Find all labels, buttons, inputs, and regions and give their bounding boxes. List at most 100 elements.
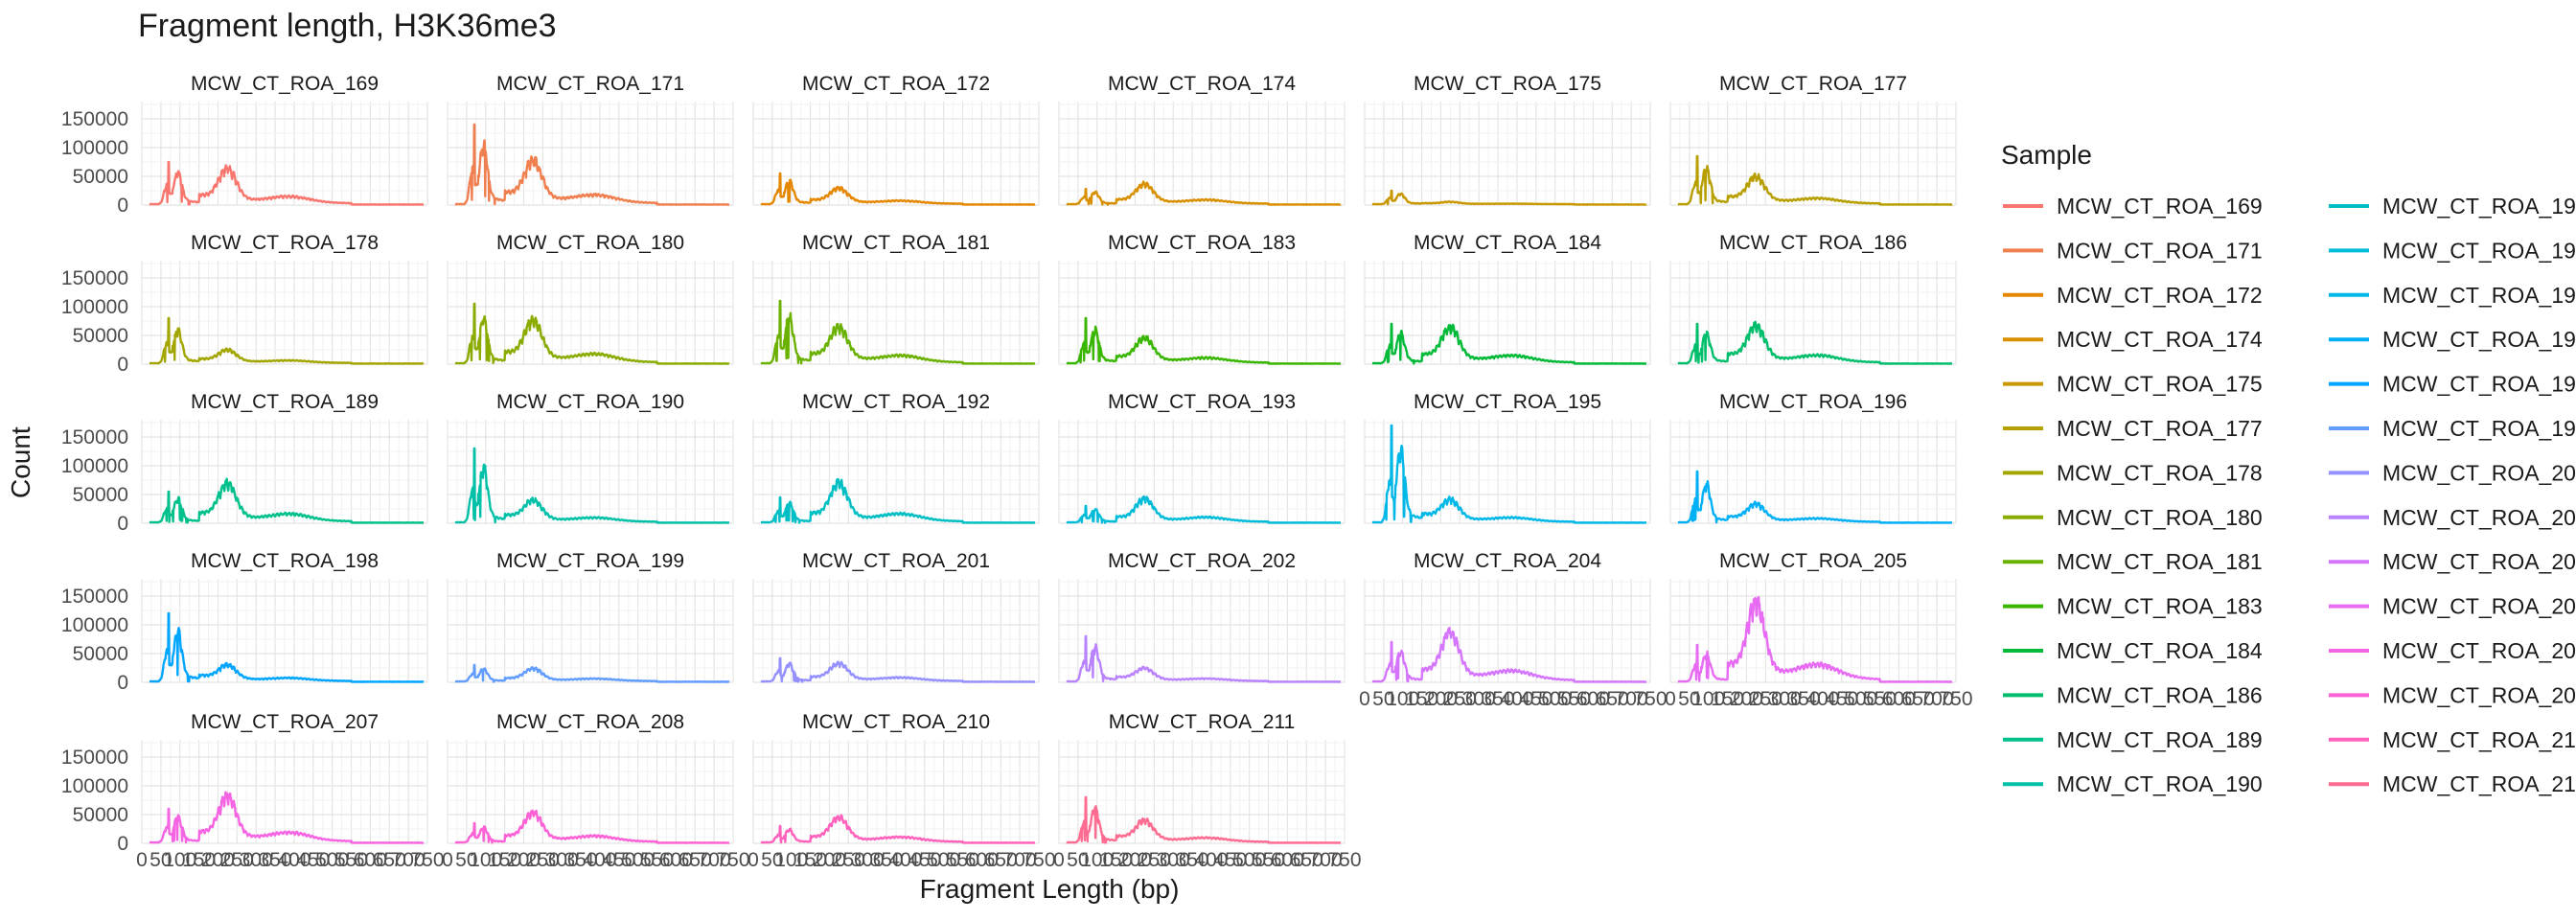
legend-item: MCW_CT_ROA_211: [2329, 771, 2576, 796]
y-tick-label: 50000: [73, 325, 128, 347]
legend-label: MCW_CT_ROA_189: [2057, 727, 2263, 752]
x-tick-label: 300: [1157, 849, 1190, 871]
series-line: [149, 611, 425, 683]
x-tick-label: 100: [774, 849, 808, 871]
y-tick-label: 100000: [61, 775, 128, 797]
x-tick-label: 0: [136, 849, 148, 871]
x-tick-label: 100: [163, 849, 196, 871]
series-line: [1066, 180, 1342, 206]
x-tick-label: 0: [442, 849, 453, 871]
legend-item: MCW_CT_ROA_205: [2329, 594, 2576, 619]
facet-strip-label: MCW_CT_ROA_171: [496, 73, 684, 95]
x-tick-label: 600: [965, 849, 999, 871]
x-tick-label: 700: [1920, 688, 1954, 710]
facet-panel: MCW_CT_ROA_169 0 50000 100000 150000: [61, 73, 428, 217]
x-tick-label: 300: [545, 849, 579, 871]
legend-item: MCW_CT_ROA_195: [2329, 283, 2576, 308]
facet-strip-label: MCW_CT_ROA_175: [1414, 73, 1601, 95]
x-tick-label: 50: [1678, 688, 1700, 710]
series-line: [149, 791, 425, 844]
legend-label: MCW_CT_ROA_190: [2057, 771, 2263, 796]
facet-panel: MCW_CT_ROA_196: [1669, 391, 1957, 524]
x-tick-label: 750: [410, 849, 444, 871]
facet-strip-label: MCW_CT_ROA_196: [1719, 391, 1907, 413]
x-tick-label: 350: [870, 849, 904, 871]
facet-strip-label: MCW_CT_ROA_178: [191, 232, 379, 254]
legend-item: MCW_CT_ROA_175: [2003, 372, 2263, 397]
facet-panel: MCW_CT_ROA_199: [447, 550, 734, 683]
x-tick-label: 250: [220, 849, 254, 871]
y-tick-label: 100000: [61, 455, 128, 477]
legend-label: MCW_CT_ROA_207: [2382, 638, 2576, 663]
x-tick-label: 450: [602, 849, 635, 871]
series-line: [149, 316, 425, 365]
x-tick-label: 300: [240, 849, 273, 871]
facet-strip-label: MCW_CT_ROA_189: [191, 391, 379, 413]
legend-item: MCW_CT_ROA_192: [2329, 194, 2576, 218]
x-tick-label: 500: [315, 849, 349, 871]
x-tick-label: 150: [1711, 688, 1744, 710]
series-line: [760, 814, 1036, 844]
legend-label: MCW_CT_ROA_199: [2382, 416, 2576, 441]
x-tick-label: 600: [1882, 688, 1916, 710]
x-tick-label: 100: [1691, 688, 1725, 710]
y-tick-label: 100000: [61, 614, 128, 636]
x-tick-label: 400: [1194, 849, 1228, 871]
series-line: [1677, 596, 1953, 683]
series-line: [454, 809, 730, 844]
facet-panel: MCW_CT_ROA_181: [752, 232, 1040, 365]
legend-label: MCW_CT_ROA_198: [2382, 372, 2576, 397]
legend-item: MCW_CT_ROA_199: [2329, 416, 2576, 441]
series-line: [454, 123, 730, 206]
facet-panel: MCW_CT_ROA_189 0 50000 100000 150000: [61, 391, 428, 535]
x-tick-label: 350: [1482, 688, 1515, 710]
facet-panel: MCW_CT_ROA_183: [1058, 232, 1346, 365]
x-tick-label: 250: [1443, 688, 1477, 710]
legend-label: MCW_CT_ROA_180: [2057, 505, 2263, 530]
facet-panel: MCW_CT_ROA_175: [1364, 73, 1651, 206]
x-tick-label: 600: [659, 849, 693, 871]
x-tick-label: 200: [1118, 849, 1152, 871]
legend-item: MCW_CT_ROA_198: [2329, 372, 2576, 397]
facet-strip-label: MCW_CT_ROA_192: [802, 391, 990, 413]
y-tick-label: 50000: [73, 804, 128, 826]
x-tick-label: 700: [1615, 688, 1648, 710]
chart-title: Fragment length, H3K36me3: [138, 8, 557, 44]
facet-strip-label: MCW_CT_ROA_211: [1109, 711, 1296, 733]
x-tick-label: 600: [1576, 688, 1610, 710]
x-tick-label: 650: [1596, 688, 1629, 710]
facet-panel: MCW_CT_ROA_201: [752, 550, 1040, 683]
x-tick-label: 650: [678, 849, 712, 871]
facet-panel: MCW_CT_ROA_211 0 5010015020025030035040045…: [1053, 711, 1361, 871]
x-tick-label: 500: [1844, 688, 1877, 710]
x-tick-label: 100: [469, 849, 502, 871]
series-line: [1066, 494, 1342, 524]
x-tick-label: 450: [1825, 688, 1858, 710]
series-line: [454, 447, 730, 524]
legend-item: MCW_CT_ROA_208: [2329, 682, 2576, 707]
x-tick-label: 150: [1099, 849, 1133, 871]
legend-label: MCW_CT_ROA_184: [2057, 638, 2263, 663]
x-tick-label: 50: [150, 849, 172, 871]
y-tick-label: 0: [117, 672, 128, 694]
legend-label: MCW_CT_ROA_175: [2057, 372, 2263, 397]
x-tick-label: 550: [1557, 688, 1591, 710]
legend-label: MCW_CT_ROA_181: [2057, 549, 2263, 574]
x-tick-label: 100: [1080, 849, 1114, 871]
facet-panel: MCW_CT_ROA_204 0 5010015020025030035040045…: [1359, 550, 1667, 710]
legend-label: MCW_CT_ROA_172: [2057, 283, 2263, 308]
facet-panel: MCW_CT_ROA_172: [752, 73, 1040, 206]
x-tick-label: 500: [927, 849, 960, 871]
x-tick-label: 400: [583, 849, 616, 871]
x-tick-label: 700: [1309, 849, 1343, 871]
facet-strip-label: MCW_CT_ROA_169: [191, 73, 379, 95]
legend-label: MCW_CT_ROA_196: [2382, 327, 2576, 352]
series-line: [760, 477, 1036, 524]
x-tick-label: 650: [1901, 688, 1935, 710]
x-tick-label: 750: [1633, 688, 1667, 710]
x-tick-label: 400: [277, 849, 310, 871]
y-tick-label: 0: [117, 833, 128, 855]
facet-strip-label: MCW_CT_ROA_205: [1719, 550, 1907, 572]
